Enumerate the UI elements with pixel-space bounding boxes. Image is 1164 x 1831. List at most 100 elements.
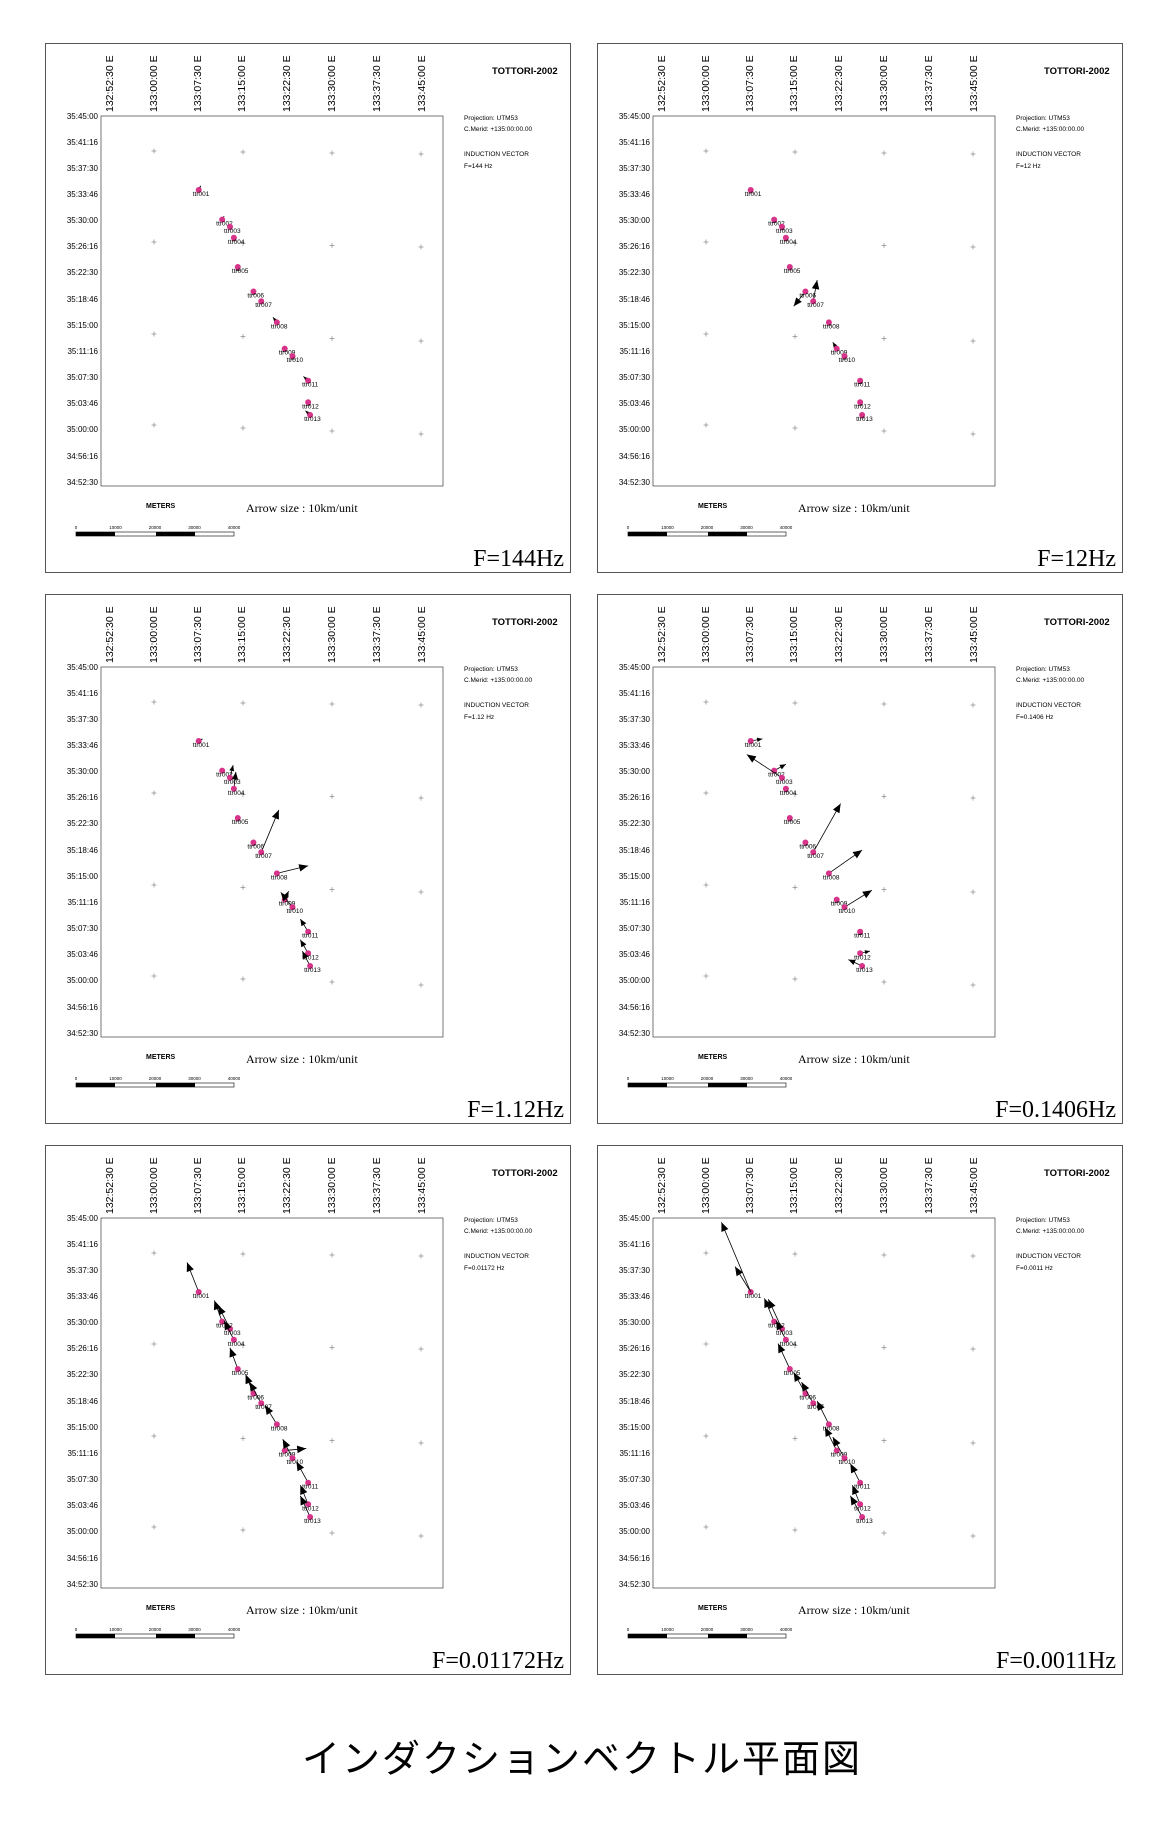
- latitude-label: 35:30:00: [67, 216, 99, 225]
- station-label: ttr012: [302, 1505, 319, 1512]
- survey-title: TOTTORI-2002: [492, 617, 558, 628]
- longitude-label: 133:22:30 E: [281, 55, 293, 112]
- grid-cross: [792, 1343, 798, 1349]
- longitude-label: 133:00:00 E: [700, 1157, 712, 1214]
- latitude-label: 35:15:00: [619, 872, 651, 881]
- station-label: ttr011: [854, 382, 871, 389]
- station-marker: [857, 928, 864, 935]
- station-marker: [230, 234, 237, 241]
- grid-cross: [703, 1341, 709, 1347]
- station-marker: [307, 1513, 314, 1520]
- station-label: ttr009: [831, 901, 848, 908]
- grid-cross: [970, 338, 976, 344]
- grid-cross: [329, 701, 335, 707]
- map-frame: [100, 666, 444, 1038]
- station-label: ttr011: [302, 933, 319, 940]
- station-marker: [250, 839, 257, 846]
- induction-vector: [816, 1400, 830, 1425]
- station-label: ttr002: [768, 221, 785, 228]
- survey-title: TOTTORI-2002: [1044, 66, 1110, 77]
- station-label: ttr003: [776, 1330, 793, 1337]
- station-label: ttr008: [823, 323, 840, 330]
- scale-unit: METERS: [698, 1054, 728, 1061]
- scale-tick-label: 20000: [701, 525, 714, 530]
- latitude-label: 34:52:30: [619, 1580, 651, 1589]
- grid-cross: [240, 241, 246, 247]
- scale-tick-label: 0: [75, 1076, 78, 1081]
- latitude-label: 35:37:30: [619, 164, 651, 173]
- grid-cross: [329, 1438, 335, 1444]
- station-marker: [833, 345, 840, 352]
- station-marker: [859, 1513, 866, 1520]
- longitude-label: 132:52:30 E: [656, 55, 668, 112]
- grid-cross: [792, 792, 798, 798]
- station-label: ttr005: [232, 1370, 249, 1377]
- grid-cross: [881, 887, 887, 893]
- map-frame: [100, 115, 444, 487]
- induction-vector: [801, 1381, 814, 1404]
- latitude-label: 34:56:16: [619, 452, 651, 461]
- grid-cross: [703, 790, 709, 796]
- grid-cross: [418, 795, 424, 801]
- map-svg: 132:52:30 E 133:00:00 E 133:07:30 E 133:15:…: [619, 606, 1116, 1123]
- grid-cross: [329, 242, 335, 248]
- scale-tick-label: 40000: [228, 1076, 241, 1081]
- scale-tick-label: 40000: [780, 525, 793, 530]
- longitude-label: 132:52:30 E: [656, 1157, 668, 1214]
- station-label: ttr002: [768, 772, 785, 779]
- longitude-label: 133:30:00 E: [878, 1157, 890, 1214]
- latitude-label: 35:37:30: [67, 164, 99, 173]
- longitude-label: 133:45:00 E: [968, 606, 980, 663]
- scale-tick-label: 10000: [661, 1627, 674, 1632]
- longitude-label: 133:37:30 E: [371, 1157, 383, 1214]
- station-label: ttr005: [232, 268, 249, 275]
- induction-vector: [223, 1320, 235, 1340]
- station-label: ttr007: [255, 853, 272, 860]
- latitude-label: 35:33:46: [67, 1292, 99, 1301]
- scale-tick-label: 20000: [149, 1076, 162, 1081]
- latitude-label: 35:11:16: [619, 347, 650, 356]
- vector-type-label: INDUCTION VECTOR: [464, 151, 529, 158]
- station-marker: [786, 1365, 793, 1372]
- station-label: ttr002: [216, 772, 233, 779]
- station-marker: [258, 298, 265, 305]
- latitude-label: 35:22:30: [619, 819, 651, 828]
- grid-cross: [970, 151, 976, 157]
- central-meridian-label: C.Merid: +135:00:00.00: [464, 126, 532, 133]
- scale-tick-label: 20000: [149, 525, 162, 530]
- latitude-label: 35:00:00: [67, 1527, 99, 1536]
- grid-cross: [329, 1530, 335, 1536]
- map-panel-2: 132:52:30 E 133:00:00 E 133:07:30 E 133:15:…: [597, 43, 1123, 573]
- scale-unit: METERS: [146, 1605, 176, 1612]
- station-label: ttr006: [799, 1394, 816, 1401]
- station-marker: [747, 1289, 754, 1295]
- grid-cross: [418, 431, 424, 437]
- latitude-label: 35:03:46: [619, 950, 651, 959]
- station-label: ttr012: [854, 1505, 871, 1512]
- station-label: ttr010: [839, 357, 856, 364]
- longitude-label: 133:15:00 E: [236, 606, 248, 663]
- longitude-label: 133:45:00 E: [416, 1157, 428, 1214]
- map-svg: 132:52:30 E 133:00:00 E 133:07:30 E 133:15:…: [67, 606, 564, 1123]
- latitude-label: 34:52:30: [67, 478, 99, 487]
- longitude-label: 133:07:30 E: [744, 606, 756, 663]
- scale-tick-label: 0: [627, 1627, 630, 1632]
- grid-cross: [881, 1438, 887, 1444]
- station-marker: [825, 319, 832, 326]
- induction-vector: [824, 1427, 838, 1451]
- longitude-label: 133:45:00 E: [968, 55, 980, 112]
- station-marker: [841, 904, 848, 911]
- station-marker: [802, 839, 809, 846]
- station-label: ttr001: [193, 1293, 210, 1300]
- induction-vector: [811, 279, 820, 302]
- grid-cross: [151, 331, 157, 337]
- station-label: ttr004: [228, 1341, 245, 1348]
- longitude-label: 133:37:30 E: [923, 55, 935, 112]
- grid-cross: [329, 887, 335, 893]
- induction-vector: [734, 1266, 752, 1293]
- station-marker: [273, 319, 280, 326]
- latitude-label: 35:33:46: [67, 190, 99, 199]
- latitude-label: 35:33:46: [619, 190, 651, 199]
- latitude-label: 34:56:16: [67, 1554, 99, 1563]
- central-meridian-label: C.Merid: +135:00:00.00: [464, 677, 532, 684]
